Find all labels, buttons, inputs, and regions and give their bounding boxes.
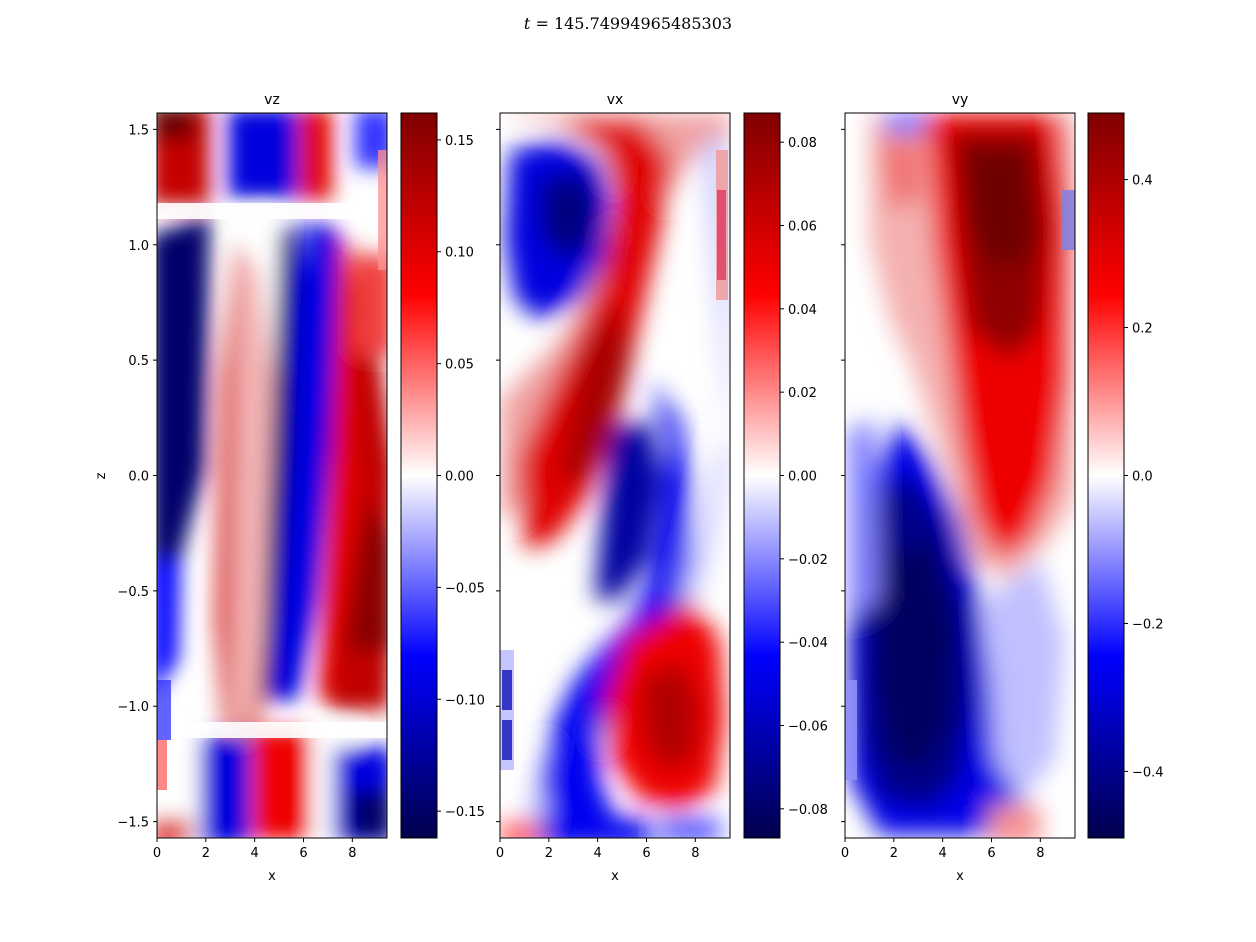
y-tick-label: −1.5 — [117, 816, 149, 831]
colorbar-tick-label: 0.05 — [445, 358, 474, 373]
colorbar-tick-label: 0.06 — [788, 220, 817, 235]
x-axis-label: x — [611, 869, 619, 884]
y-axis — [496, 128, 500, 823]
colorbar-ticks: −0.08 −0.06 −0.04 −0.02 0.00 0.02 0.04 0.06 0.08 — [780, 136, 828, 818]
heatmap-vz — [157, 113, 387, 838]
colorbar-vy: −0.4 −0.2 0.0 0.2 0.4 — [1087, 112, 1164, 839]
y-tick-label: 1.5 — [128, 123, 149, 138]
panel-vz: vz — [94, 92, 485, 884]
colorbar-tick-label: −0.4 — [1132, 765, 1164, 780]
x-tick-label: 8 — [348, 846, 356, 861]
x-tick-label: 2 — [890, 846, 898, 861]
x-axis-label: x — [268, 869, 276, 884]
colorbar-tick-label: −0.05 — [445, 581, 485, 596]
colorbar-ticks: −0.15 −0.10 −0.05 0.00 0.05 0.10 0.15 — [437, 134, 485, 820]
colorbar-tick-label: 0.2 — [1132, 322, 1153, 337]
x-tick-label: 8 — [1036, 846, 1044, 861]
x-tick-label: 0 — [841, 846, 849, 861]
x-tick-label: 0 — [496, 846, 504, 861]
time-symbol: t — [523, 14, 531, 33]
colorbar-tick-label: −0.02 — [788, 553, 828, 568]
equals-sign: = — [530, 14, 554, 33]
colorbar-vx: −0.08 −0.06 −0.04 −0.02 0.00 0.02 0.04 0.06 0.08 — [743, 112, 828, 839]
x-tick-label: 2 — [545, 846, 553, 861]
x-tick-label: 8 — [691, 846, 699, 861]
x-tick-label: 2 — [202, 846, 210, 861]
colorbar-tick-label: −0.15 — [445, 805, 485, 820]
colorbar-tick-label: 0.04 — [788, 303, 817, 318]
y-tick-label: 0.0 — [128, 470, 149, 485]
y-axis-label: z — [94, 472, 109, 479]
colorbar-tick-label: −0.04 — [788, 636, 828, 651]
panel-title: vz — [264, 92, 280, 108]
x-axis: 0 2 4 6 8 — [841, 838, 1044, 861]
y-tick-label: −0.5 — [117, 585, 149, 600]
y-axis — [841, 128, 845, 823]
x-axis: 0 2 4 6 8 — [496, 838, 699, 861]
colorbar-tick-label: 0.0 — [1132, 470, 1153, 485]
colorbar-tick-label: −0.08 — [788, 803, 828, 818]
heatmap-vy — [845, 113, 1075, 838]
panel-vx: vx — [496, 92, 828, 884]
colorbar-ticks: −0.4 −0.2 0.0 0.2 0.4 — [1124, 174, 1164, 780]
x-tick-label: 4 — [939, 846, 947, 861]
colorbar-tick-label: −0.10 — [445, 693, 485, 708]
x-axis-label: x — [956, 869, 964, 884]
y-tick-label: 1.0 — [128, 239, 149, 254]
colorbar-tick-label: 0.4 — [1132, 174, 1153, 189]
x-tick-label: 4 — [594, 846, 602, 861]
x-tick-label: 4 — [251, 846, 259, 861]
panel-vy: vy — [841, 92, 1164, 884]
colorbar-tick-label: 0.08 — [788, 136, 817, 151]
x-tick-label: 0 — [153, 846, 161, 861]
heatmap-vx — [500, 113, 730, 838]
colorbar-tick-label: 0.02 — [788, 386, 817, 401]
x-tick-label: 6 — [642, 846, 650, 861]
time-value: 145.74994965485303 — [553, 14, 733, 33]
colorbar-tick-label: 0.10 — [445, 246, 474, 261]
colorbar-tick-label: −0.06 — [788, 720, 828, 735]
panel-title: vx — [607, 92, 624, 108]
y-axis: −1.5 −1.0 −0.5 0.0 0.5 1.0 1.5 — [117, 123, 157, 831]
figure-title: t = 145.74994965485303 — [0, 14, 1256, 33]
colorbar-tick-label: 0.00 — [445, 470, 474, 485]
colorbar-tick-label: 0.00 — [788, 470, 817, 485]
colorbar-tick-label: 0.15 — [445, 134, 474, 149]
y-tick-label: −1.0 — [117, 700, 149, 715]
y-tick-label: 0.5 — [128, 354, 149, 369]
colorbar-tick-label: −0.2 — [1132, 617, 1164, 632]
x-axis: 0 2 4 6 8 — [153, 838, 356, 861]
colorbar-vz: −0.15 −0.10 −0.05 0.00 0.05 0.10 0.15 — [400, 112, 485, 839]
panel-title: vy — [952, 92, 969, 108]
x-tick-label: 6 — [299, 846, 307, 861]
x-tick-label: 6 — [987, 846, 995, 861]
